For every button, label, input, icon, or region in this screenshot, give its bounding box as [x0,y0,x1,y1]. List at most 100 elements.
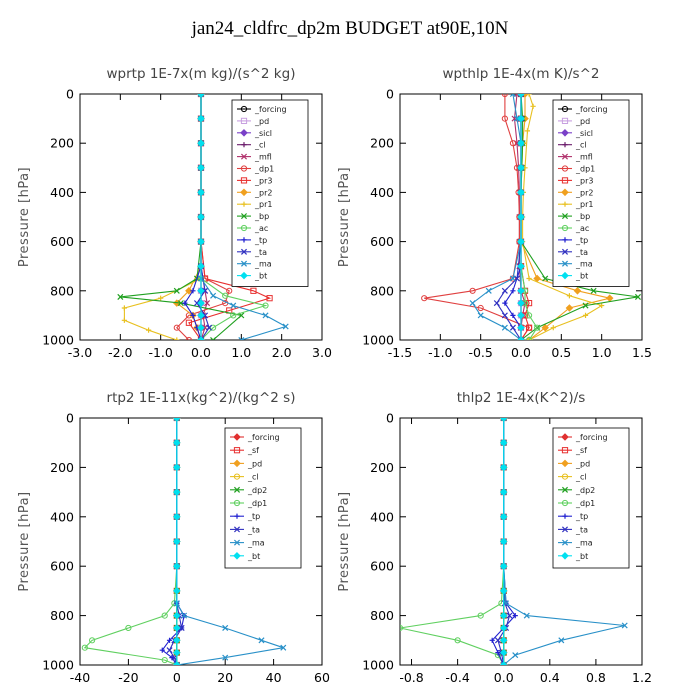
chart-title: wpthlp 1E-4x(m K)/s^2 [443,66,600,82]
series-point-pr1 [550,325,556,331]
series-point-dp1 [89,637,96,644]
legend-label: _cl [575,473,587,482]
y-tick-label: 800 [370,283,394,298]
series-point-ma [222,654,229,661]
y-tick-label: 200 [50,460,74,475]
legend-label: _tp [575,236,588,245]
series-point-ma [238,336,245,340]
series-point-bt [173,611,181,620]
x-tick-label: -0.5 [468,345,492,360]
series-point-ma [477,312,484,319]
legend-label: _tp [254,236,267,245]
legend-marker [233,526,241,533]
series-point-ma [513,115,520,122]
series-point-bt [197,94,205,98]
y-axis-label: Pressure [hPa] [337,491,352,591]
series-point-ma [282,323,289,330]
legend-label: _cl [254,141,266,150]
legend-label: _pr3 [254,176,272,185]
series-point-tp [190,312,196,318]
series-point-ma [509,275,516,282]
legend-marker [241,201,247,207]
series-point-ac [525,312,533,319]
legend-marker [561,459,569,468]
legend-label: _ac [254,224,268,233]
series-line-dp1 [400,418,505,665]
series-point-bt [517,262,525,270]
x-tick-label: -40 [70,670,90,685]
legend-marker [240,260,248,267]
series-point-ma [523,612,530,619]
series-point-bt [173,587,181,595]
x-tick-label: -2.0 [108,345,132,360]
series-point-dp1 [509,140,517,147]
y-tick-label: 0 [386,411,394,426]
series-point-pr1 [566,293,572,299]
series-point-pr1 [121,317,127,323]
series-point-ta [506,612,513,619]
x-tick-label: 20 [217,670,233,685]
legend-marker [561,526,569,533]
series-point-tp [502,300,508,306]
series-point-pr3 [525,324,533,331]
series-point-pr1 [121,305,127,311]
legend-marker [233,486,241,493]
legend-marker [561,433,569,441]
series-point-pr1 [526,337,532,340]
legend-marker [561,499,569,507]
y-axis-label: Pressure [hPa] [337,167,352,267]
legend-label: _ta [254,248,267,257]
legend-label: _pd [575,117,590,126]
series-point-pr1 [526,275,532,282]
series-point-ta [501,312,508,319]
series-group [421,94,641,340]
series-point-bt [499,438,508,447]
series-point-bp [542,275,549,282]
legend-label: _mfl [575,153,593,162]
series-point-ta [206,324,213,331]
chart-panel-4: thlp2 1E-4x(K^2)/s Pressure [hPa] 0 200 400 6… [337,390,652,685]
series-point-pr3 [185,319,193,326]
legend-marker [561,177,569,184]
legend-label: _ma [575,260,593,269]
legend-marker [561,188,569,197]
series-group [400,418,628,665]
legend: _forcing _pd _sicl _cl _mfl _dp1 _pr3 _pr2 _pr1 _… [231,99,309,287]
series-point-bt [499,648,508,657]
y-tick-label: 1000 [42,658,74,673]
series-point-ac [222,292,229,299]
y-tick-label: 200 [370,136,394,151]
legend-label: _dp2 [247,486,267,495]
series-point-bt [499,537,508,546]
legend-box [552,427,630,569]
y-tick-label: 600 [370,234,394,249]
series-point-bt [499,488,508,496]
x-tick-label: -1.5 [388,345,412,360]
x-tick-label: -3.0 [68,345,92,360]
chart-title: wprtp 1E-7x(m kg)/(s^2 kg) [107,66,296,82]
series-point-ta [494,637,501,644]
legend-marker [562,201,568,207]
series-point-ma [262,312,269,319]
series-point-bt [197,299,205,307]
series-point-ma [210,292,217,299]
series-point-ta [166,647,173,654]
legend-marker [240,188,248,197]
legend-marker [561,271,569,280]
series-point-bt [173,438,181,447]
legend-marker [240,213,248,220]
legend-marker [561,213,569,220]
legend: _forcing _sf _pd _cl _dp2 _dp1 _tp _ta _ma _bt [224,427,302,569]
legend-marker [561,552,569,560]
legend-marker [233,499,241,507]
series-point-bt [173,648,181,657]
y-tick-label: 1000 [362,658,394,673]
series-point-pr1 [158,295,164,301]
series-point-tp [510,312,516,318]
series-point-bt [197,188,205,197]
y-tick-label: 600 [50,234,74,249]
legend-label: _ta [247,525,260,534]
series-point-bp [590,287,597,294]
x-tick-label: -0.8 [399,670,423,685]
legend-label: _ma [254,260,272,269]
